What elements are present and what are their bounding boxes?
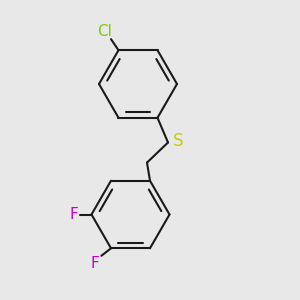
Text: F: F xyxy=(90,256,99,271)
Text: F: F xyxy=(69,207,78,222)
Text: Cl: Cl xyxy=(98,24,112,39)
Text: S: S xyxy=(172,132,183,150)
